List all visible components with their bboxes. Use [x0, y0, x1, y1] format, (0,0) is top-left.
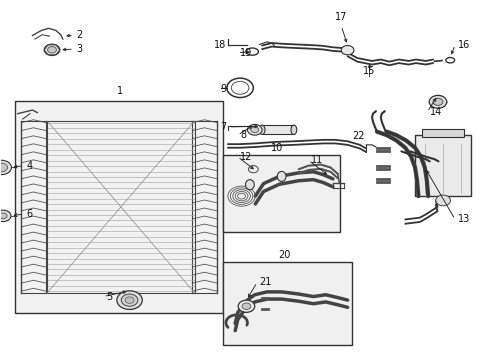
Text: 22: 22 — [352, 131, 365, 140]
Text: 2: 2 — [76, 30, 83, 40]
Circle shape — [251, 127, 259, 133]
Circle shape — [242, 303, 251, 310]
Text: 20: 20 — [278, 249, 290, 260]
Text: 11: 11 — [311, 155, 323, 165]
Text: 5: 5 — [106, 292, 112, 302]
Bar — [15, 101, 223, 313]
Circle shape — [429, 95, 447, 108]
Circle shape — [238, 300, 255, 312]
Text: 17: 17 — [335, 12, 347, 22]
Text: 1: 1 — [117, 86, 123, 96]
Circle shape — [117, 291, 142, 310]
Circle shape — [44, 44, 60, 55]
Circle shape — [0, 160, 11, 175]
Text: 12: 12 — [240, 152, 252, 162]
Text: 15: 15 — [364, 66, 376, 76]
Ellipse shape — [277, 171, 286, 181]
Circle shape — [433, 98, 443, 105]
Circle shape — [48, 46, 56, 53]
Circle shape — [125, 297, 134, 303]
Circle shape — [0, 163, 7, 172]
Bar — [262, 125, 294, 134]
Polygon shape — [377, 132, 428, 196]
Bar — [47, 121, 195, 293]
Circle shape — [0, 213, 7, 219]
Circle shape — [121, 294, 138, 306]
Text: 19: 19 — [240, 48, 252, 58]
Text: 16: 16 — [458, 40, 470, 50]
Text: 21: 21 — [260, 277, 272, 287]
Bar — [223, 155, 340, 232]
Ellipse shape — [259, 125, 265, 134]
Text: 13: 13 — [458, 215, 470, 224]
Text: 14: 14 — [430, 107, 442, 117]
Ellipse shape — [245, 180, 254, 190]
Bar — [415, 135, 471, 196]
Text: 6: 6 — [26, 209, 32, 219]
Text: 4: 4 — [26, 161, 32, 171]
Circle shape — [436, 195, 450, 206]
Text: 3: 3 — [76, 44, 82, 54]
Text: 7: 7 — [220, 122, 226, 132]
Text: 9: 9 — [220, 84, 226, 94]
Text: 8: 8 — [240, 130, 246, 140]
Text: 18: 18 — [214, 40, 226, 50]
Circle shape — [341, 45, 354, 55]
Circle shape — [0, 210, 11, 222]
Bar — [223, 262, 352, 345]
Ellipse shape — [291, 125, 297, 134]
Circle shape — [247, 125, 262, 135]
Text: 10: 10 — [270, 143, 283, 153]
Bar — [422, 129, 464, 137]
